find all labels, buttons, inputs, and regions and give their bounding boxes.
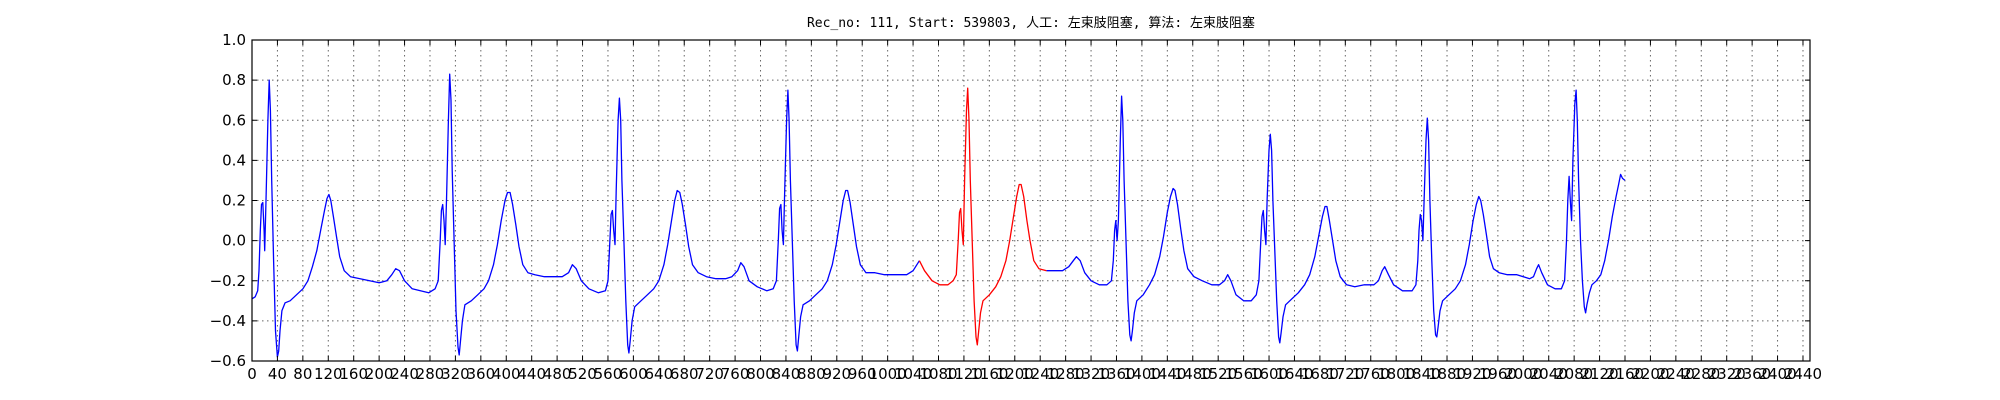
x-tick-label: 1680 [1301, 365, 1339, 383]
x-tick-label: 760 [721, 365, 750, 383]
x-tick-label: 200 [365, 365, 394, 383]
grid-lines [252, 40, 1810, 361]
y-axis: −0.6 −0.4 −0.2 0.0 0.2 0.4 0.6 0.8 1.0 [210, 31, 1810, 370]
x-tick-label: 360 [467, 365, 496, 383]
y-tick-label: 0.4 [222, 151, 246, 169]
x-tick-label: 1040 [894, 365, 932, 383]
x-tick-label: 1360 [1097, 365, 1135, 383]
x-tick-label: 1960 [1479, 365, 1517, 383]
series-layer [251, 73, 1626, 358]
y-tick-label: −0.6 [210, 352, 246, 370]
x-tick-label: 1920 [1453, 365, 1491, 383]
x-tick-label: 1280 [1047, 365, 1085, 383]
y-tick-label: 1.0 [222, 31, 246, 49]
x-tick-label: 400 [492, 365, 521, 383]
x-tick-label: 680 [670, 365, 699, 383]
x-tick-label: 1840 [1402, 365, 1440, 383]
x-tick-label: 1560 [1225, 365, 1263, 383]
x-tick-label: 1640 [1275, 365, 1313, 383]
ecg-trace-segment-3 [1046, 89, 1626, 344]
y-tick-label: 0.8 [222, 71, 246, 89]
x-tick-label: 2280 [1682, 365, 1720, 383]
x-tick-label: 2320 [1708, 365, 1746, 383]
x-tick-label: 800 [746, 365, 775, 383]
x-tick-label: 1160 [970, 365, 1008, 383]
x-tick-label: 2200 [1631, 365, 1669, 383]
x-tick-label: 2440 [1784, 365, 1822, 383]
y-tick-label: 0.0 [222, 232, 246, 250]
x-tick-label: 1520 [1199, 365, 1237, 383]
x-tick-label: 520 [568, 365, 597, 383]
y-tick-label: −0.4 [210, 312, 246, 330]
x-tick-label: 240 [390, 365, 419, 383]
x-axis: 0 40 80 12016020024028032036040044048052056… [247, 40, 1822, 383]
x-tick-label: 2400 [1758, 365, 1796, 383]
ecg-trace-segment-1 [251, 73, 920, 358]
x-tick-label: 840 [772, 365, 801, 383]
x-tick-label: 720 [695, 365, 724, 383]
x-tick-label: 1480 [1174, 365, 1212, 383]
x-tick-label: 80 [293, 365, 312, 383]
x-tick-label: 0 [247, 365, 257, 383]
x-tick-label: 320 [441, 365, 470, 383]
x-tick-label: 160 [339, 365, 368, 383]
x-tick-label: 2040 [1530, 365, 1568, 383]
x-tick-label: 2080 [1555, 365, 1593, 383]
chart-title: Rec_no: 111, Start: 539803, 人工: 左束肢阻塞, 算… [807, 15, 1255, 31]
x-tick-label: 2000 [1504, 365, 1542, 383]
x-tick-label: 600 [619, 365, 648, 383]
x-tick-label: 480 [543, 365, 572, 383]
y-tick-label: 0.2 [222, 192, 246, 210]
x-tick-label: 1080 [919, 365, 957, 383]
x-tick-label: 1600 [1250, 365, 1288, 383]
y-tick-label: 0.6 [222, 111, 246, 129]
x-tick-label: 1440 [1148, 365, 1186, 383]
x-tick-label: 280 [416, 365, 445, 383]
x-tick-label: 1240 [1021, 365, 1059, 383]
x-tick-label: 960 [848, 365, 877, 383]
x-tick-label: 1200 [996, 365, 1034, 383]
x-tick-label: 880 [797, 365, 826, 383]
x-tick-label: 40 [268, 365, 287, 383]
ecg-trace-segment-2 [918, 87, 1047, 346]
x-tick-label: 1400 [1123, 365, 1161, 383]
x-tick-label: 2160 [1606, 365, 1644, 383]
x-tick-label: 2240 [1657, 365, 1695, 383]
x-tick-label: 920 [822, 365, 851, 383]
x-tick-label: 1000 [869, 365, 907, 383]
x-tick-label: 120 [314, 365, 343, 383]
x-tick-label: 2120 [1580, 365, 1618, 383]
x-tick-label: 2360 [1733, 365, 1771, 383]
x-tick-label: 1320 [1072, 365, 1110, 383]
x-tick-label: 1800 [1377, 365, 1415, 383]
x-tick-label: 440 [517, 365, 546, 383]
x-tick-label: 560 [594, 365, 623, 383]
y-tick-label: −0.2 [210, 272, 246, 290]
x-tick-label: 1120 [945, 365, 983, 383]
plot-frame [251, 39, 1811, 362]
x-tick-label: 1880 [1428, 365, 1466, 383]
x-tick-label: 1720 [1326, 365, 1364, 383]
x-tick-label: 640 [644, 365, 673, 383]
x-tick-label: 1760 [1352, 365, 1390, 383]
